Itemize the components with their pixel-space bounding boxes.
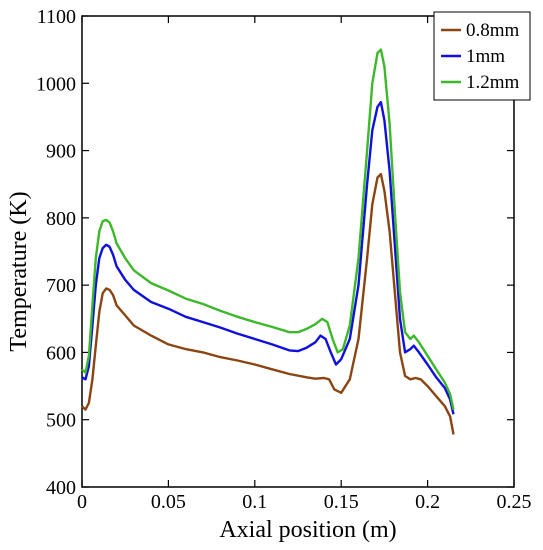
series-line-1-2mm: [81, 48, 455, 410]
y-tick-label: 1000: [36, 73, 76, 95]
series-lines: [81, 48, 455, 435]
x-tick-label: 0.25: [497, 491, 532, 513]
x-axis-title: Axial position (m): [219, 517, 396, 543]
y-tick-label: 800: [46, 208, 76, 230]
y-axis-ticks: 400 500 600 700 800 900 1000 1100: [36, 6, 514, 499]
plot-area: [81, 15, 515, 488]
series-line-0-8mm: [81, 172, 455, 435]
x-tick-label: 0.1: [242, 491, 267, 513]
legend-label: 0.8mm: [466, 20, 520, 41]
y-axis-title: Temperature (K): [6, 191, 32, 351]
legend-label: 1.2mm: [466, 72, 520, 93]
y-tick-label: 1100: [37, 6, 76, 28]
legend: 0.8mm 1mm 1.2mm: [433, 11, 531, 101]
x-axis-ticks: 0 0.05 0.1 0.15 0.2 0.25: [77, 16, 532, 513]
y-tick-label: 600: [46, 342, 76, 364]
x-tick-label: 0.2: [415, 491, 440, 513]
series-line-1mm: [81, 100, 455, 415]
x-tick-label: 0.15: [324, 491, 359, 513]
y-tick-label: 700: [46, 275, 76, 297]
x-tick-label: 0: [77, 491, 87, 513]
legend-label: 1mm: [466, 46, 505, 67]
y-tick-label: 400: [46, 477, 76, 499]
y-tick-label: 900: [46, 141, 76, 163]
x-tick-label: 0.05: [151, 491, 186, 513]
y-tick-label: 500: [46, 410, 76, 432]
plot-border: [81, 15, 515, 488]
